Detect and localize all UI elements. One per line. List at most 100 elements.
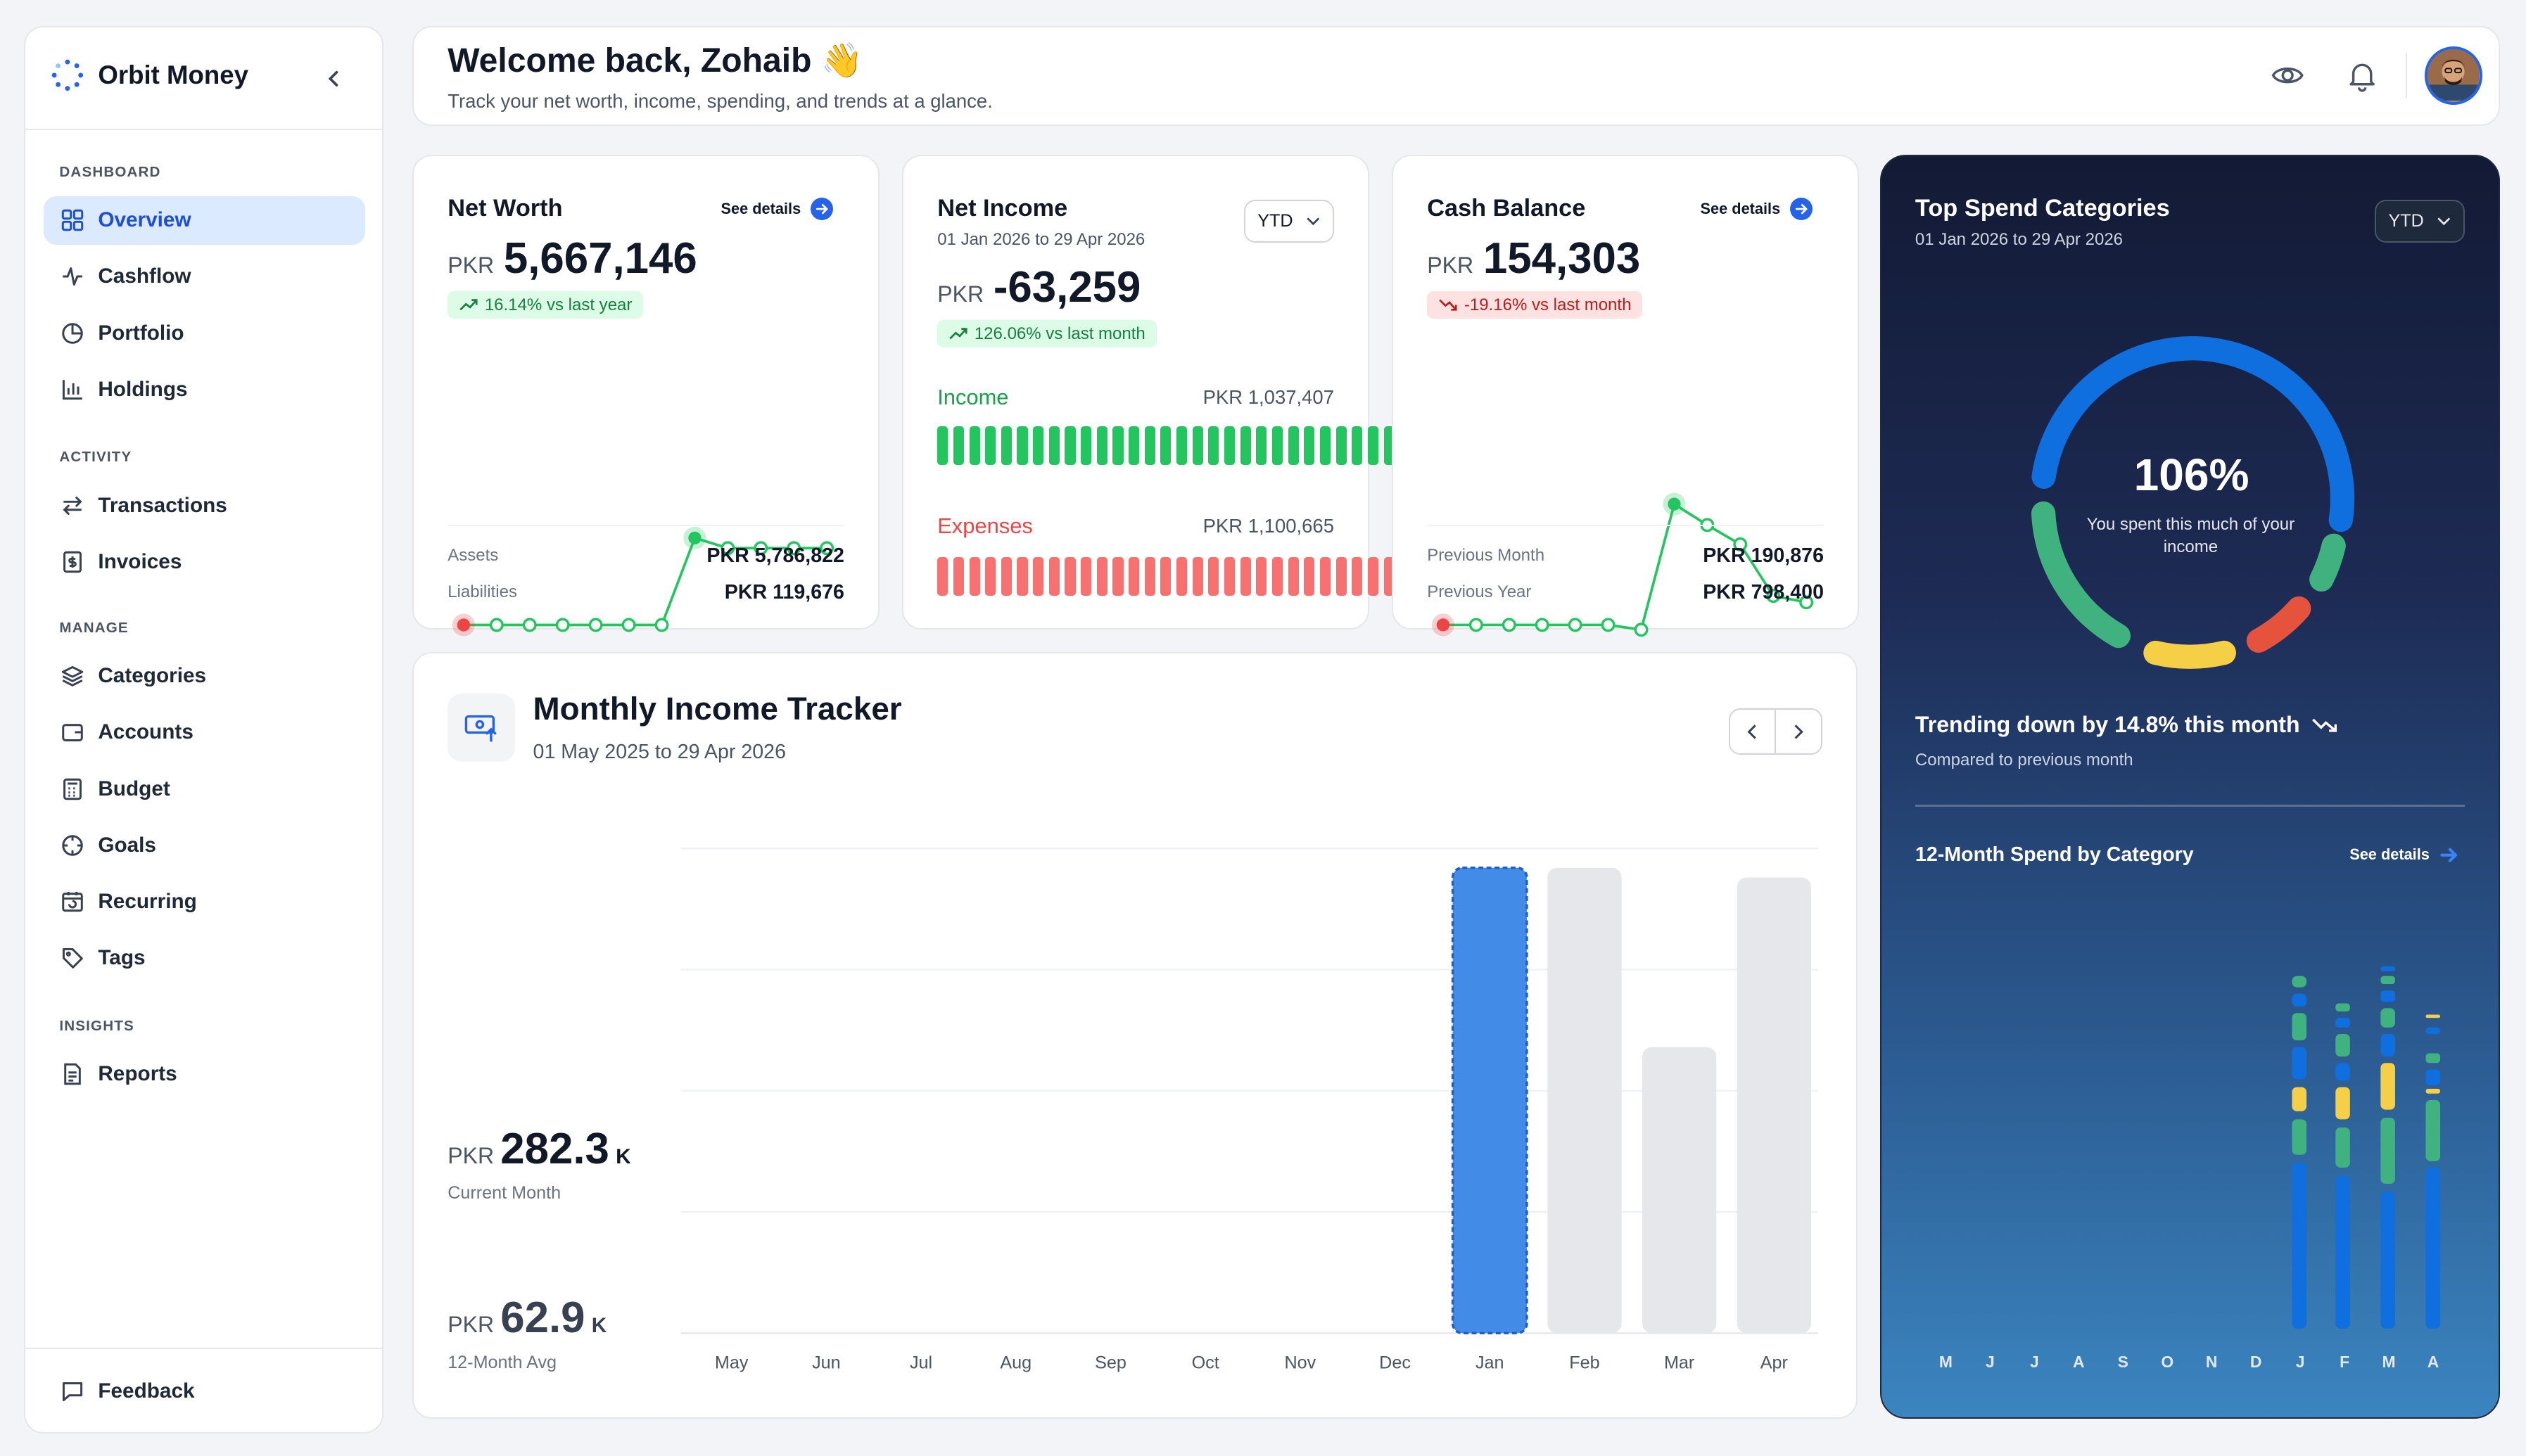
arrow-right-icon bbox=[1789, 198, 1813, 221]
sidebar-item-tags[interactable]: Tags bbox=[44, 934, 366, 983]
sidebar-item-accounts[interactable]: Accounts bbox=[44, 708, 366, 757]
bar-feb[interactable] bbox=[1547, 867, 1623, 1334]
wallet-icon bbox=[61, 724, 83, 742]
x-tick-label: Sep bbox=[1095, 1353, 1126, 1373]
trending-up-icon bbox=[459, 299, 478, 311]
bar-segment bbox=[1208, 426, 1219, 466]
bar-segment bbox=[1001, 426, 1012, 466]
liabilities-value: PKR 119,676 bbox=[724, 581, 844, 604]
bar-segment bbox=[1367, 556, 1379, 596]
tracker-period: 01 May 2025 to 29 Apr 2026 bbox=[533, 740, 787, 763]
chevron-down-icon bbox=[1307, 217, 1320, 225]
sidebar-item-label: Recurring bbox=[98, 889, 197, 913]
sparkline-point bbox=[1502, 618, 1516, 632]
page-subtitle: Track your net worth, income, spending, … bbox=[448, 89, 993, 112]
change-text: -19.16% vs last month bbox=[1464, 295, 1632, 314]
bar-segment bbox=[1288, 426, 1299, 466]
range-select[interactable]: YTD bbox=[1243, 199, 1334, 243]
bar-segment bbox=[969, 426, 980, 466]
x-tick-label: Apr bbox=[1760, 1353, 1788, 1373]
section-heading-dashboard: DASHBOARD bbox=[59, 164, 161, 181]
sidebar-item-label: Reports bbox=[98, 1061, 177, 1085]
bar-segment bbox=[1256, 556, 1267, 596]
collapse-sidebar-button[interactable] bbox=[317, 63, 350, 95]
bar-mar[interactable] bbox=[1642, 1047, 1717, 1334]
layers-icon bbox=[61, 666, 83, 687]
month-label: F bbox=[2340, 1352, 2350, 1371]
bar-segment bbox=[1017, 556, 1028, 596]
sidebar-item-goals[interactable]: Goals bbox=[44, 821, 366, 869]
range-select[interactable]: YTD bbox=[2375, 199, 2465, 243]
bar-segment bbox=[1144, 426, 1155, 466]
notifications-button[interactable] bbox=[2344, 58, 2380, 93]
bar-segment bbox=[1240, 426, 1251, 466]
next-period-button[interactable] bbox=[1776, 710, 1820, 753]
month-label: J bbox=[2029, 1352, 2039, 1371]
toggle-visibility-button[interactable] bbox=[2270, 58, 2305, 93]
previous-month-label: Previous Month bbox=[1427, 545, 1545, 565]
sidebar-item-holdings[interactable]: Holdings bbox=[44, 365, 366, 414]
bar-segment bbox=[1383, 426, 1395, 466]
x-tick-label: Feb bbox=[1570, 1353, 1600, 1373]
bar-segment bbox=[1144, 556, 1155, 596]
brand[interactable]: Orbit Money bbox=[51, 59, 248, 91]
period: 01 Jan 2026 to 29 Apr 2026 bbox=[1915, 230, 2124, 250]
bar-segment bbox=[1367, 426, 1379, 466]
amount: 154,303 bbox=[1483, 234, 1641, 283]
bar-segment bbox=[1335, 426, 1347, 466]
sparkline-point bbox=[1799, 595, 1814, 609]
sidebar-item-cashflow[interactable]: Cashflow bbox=[44, 253, 366, 301]
bar-segment bbox=[937, 556, 948, 596]
sidebar-item-transactions[interactable]: Transactions bbox=[44, 481, 366, 530]
sidebar-item-overview[interactable]: Overview bbox=[43, 196, 366, 245]
sidebar-item-reports[interactable]: Reports bbox=[44, 1049, 366, 1098]
sidebar-item-categories[interactable]: Categories bbox=[44, 652, 366, 701]
sidebar-item-portfolio[interactable]: Portfolio bbox=[44, 309, 366, 357]
expenses-value: PKR 1,100,665 bbox=[1202, 515, 1334, 537]
sidebar-item-recurring[interactable]: Recurring bbox=[44, 877, 366, 926]
bar-segment bbox=[1352, 556, 1363, 596]
sidebar-item-label: Accounts bbox=[98, 720, 193, 744]
cash-balance-value: PKR 154,303 bbox=[1427, 234, 1640, 283]
feedback-button[interactable]: Feedback bbox=[44, 1367, 366, 1415]
sidebar-item-label: Invoices bbox=[98, 549, 182, 573]
range-value: YTD bbox=[1257, 211, 1293, 231]
stack-feb bbox=[2335, 1003, 2351, 1329]
net-worth-value: PKR 5,667,146 bbox=[448, 234, 697, 283]
bar-segment bbox=[1065, 556, 1076, 596]
top-header: Welcome back, Zohaib 👋 Track your net wo… bbox=[412, 25, 2501, 126]
month-label: J bbox=[2295, 1352, 2305, 1371]
orbit-logo-icon bbox=[51, 60, 84, 91]
bar-segment bbox=[1096, 426, 1107, 466]
month-label: D bbox=[2249, 1352, 2262, 1371]
sidebar-item-budget[interactable]: Budget bbox=[44, 765, 366, 813]
bar-segment bbox=[1352, 426, 1363, 466]
assets-label: Assets bbox=[448, 545, 499, 565]
income-bar-chart: May Jun Jul Aug Sep Oct Nov Dec Jan Feb Mar Apr bbox=[681, 848, 1819, 1373]
see-details-link[interactable]: See details bbox=[1701, 198, 1813, 221]
bar-segment bbox=[1176, 556, 1188, 596]
bar-segment bbox=[1112, 556, 1124, 596]
previous-period-button[interactable] bbox=[1730, 710, 1777, 754]
bar-apr[interactable] bbox=[1737, 877, 1812, 1334]
see-details-link[interactable]: See details bbox=[2349, 845, 2458, 864]
income-value: PKR 1,037,407 bbox=[1202, 386, 1334, 409]
arrow-right-icon bbox=[810, 198, 833, 221]
sparkline-point bbox=[654, 618, 669, 632]
month-label: M bbox=[1938, 1352, 1953, 1371]
user-avatar[interactable] bbox=[2424, 46, 2483, 105]
assets-value: PKR 5,786,822 bbox=[706, 544, 844, 567]
month-label: A bbox=[2427, 1352, 2439, 1371]
bar-jan[interactable] bbox=[1452, 867, 1529, 1335]
unit: K bbox=[616, 1144, 631, 1168]
see-details-link[interactable]: See details bbox=[721, 198, 833, 221]
bar-chart-icon bbox=[62, 380, 82, 400]
bar-segment bbox=[1319, 556, 1331, 596]
trend-subtext: Compared to previous month bbox=[1915, 750, 2133, 769]
top-spend-card: Top Spend Categories 01 Jan 2026 to 29 A… bbox=[1879, 154, 2501, 1419]
ring-segment-green-right bbox=[2309, 533, 2346, 592]
period: 01 Jan 2026 to 29 Apr 2026 bbox=[937, 230, 1145, 250]
current-month-kpi: PKR 282.3 K bbox=[448, 1124, 630, 1174]
sidebar-item-invoices[interactable]: Invoices bbox=[44, 537, 366, 586]
month-label: S bbox=[2117, 1352, 2128, 1371]
